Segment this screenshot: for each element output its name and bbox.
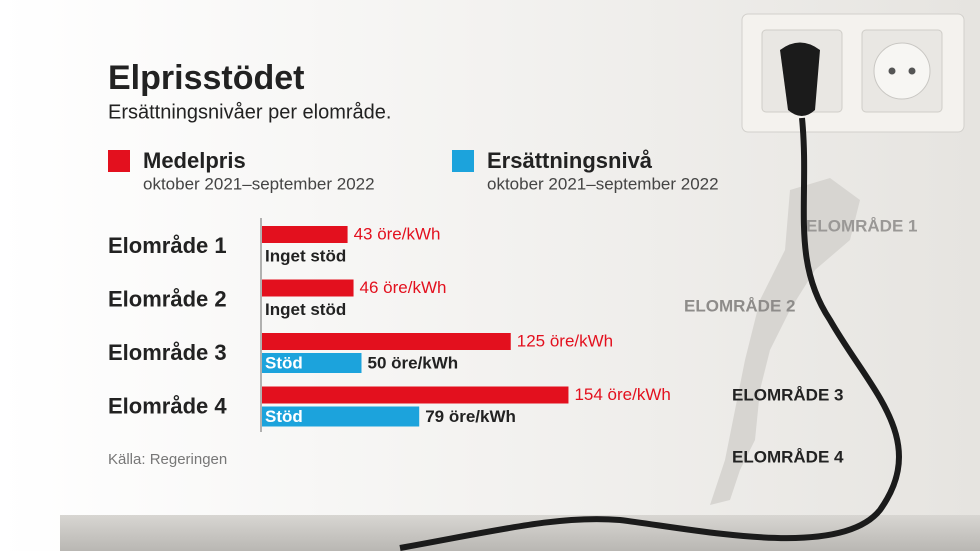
category-label: Elområde 1 bbox=[108, 233, 227, 258]
value-label: Inget stöd bbox=[265, 300, 346, 319]
pin-hole bbox=[888, 67, 896, 75]
chart-title: Elprisstödet bbox=[108, 59, 304, 97]
value-label: 125 öre/kWh bbox=[517, 331, 613, 350]
map-label: ELOMRÅDE 4 bbox=[732, 447, 844, 466]
value-label: 46 öre/kWh bbox=[360, 278, 447, 297]
value-label: 50 öre/kWh bbox=[368, 353, 459, 372]
legend-swatch bbox=[108, 150, 130, 172]
bar bbox=[262, 386, 569, 404]
value-label: Inget stöd bbox=[265, 246, 346, 265]
value-label: 154 öre/kWh bbox=[574, 385, 670, 404]
value-label: 79 öre/kWh bbox=[425, 407, 516, 426]
legend-label: Medelpris bbox=[143, 148, 246, 173]
legend-period: oktober 2021–september 2022 bbox=[487, 174, 719, 193]
source: Källa: Regeringen bbox=[108, 451, 227, 468]
category-label: Elområde 4 bbox=[108, 393, 227, 418]
legend-label: Ersättningsnivå bbox=[487, 148, 653, 173]
cable bbox=[399, 117, 902, 551]
bar bbox=[262, 279, 354, 297]
bar bbox=[262, 406, 420, 427]
category-label: Elområde 2 bbox=[108, 286, 227, 311]
chart-subtitle: Ersättningsnivåer per elområde. bbox=[108, 101, 391, 123]
map-label: ELOMRÅDE 2 bbox=[684, 296, 795, 315]
map-label: ELOMRÅDE 1 bbox=[806, 216, 917, 235]
pin-hole bbox=[908, 67, 916, 75]
bar bbox=[262, 353, 362, 373]
map bbox=[710, 178, 860, 505]
map-label: ELOMRÅDE 3 bbox=[732, 385, 843, 404]
bar bbox=[262, 226, 348, 243]
bar-inner-label: Stöd bbox=[265, 407, 303, 426]
legend-swatch bbox=[452, 150, 474, 172]
bar-inner-label: Stöd bbox=[265, 353, 303, 372]
legend-period: oktober 2021–september 2022 bbox=[143, 174, 375, 193]
bar bbox=[262, 333, 511, 350]
socket-hole bbox=[873, 42, 931, 100]
category-label: Elområde 3 bbox=[108, 340, 227, 365]
plug bbox=[780, 42, 820, 116]
value-label: 43 öre/kWh bbox=[354, 224, 441, 243]
